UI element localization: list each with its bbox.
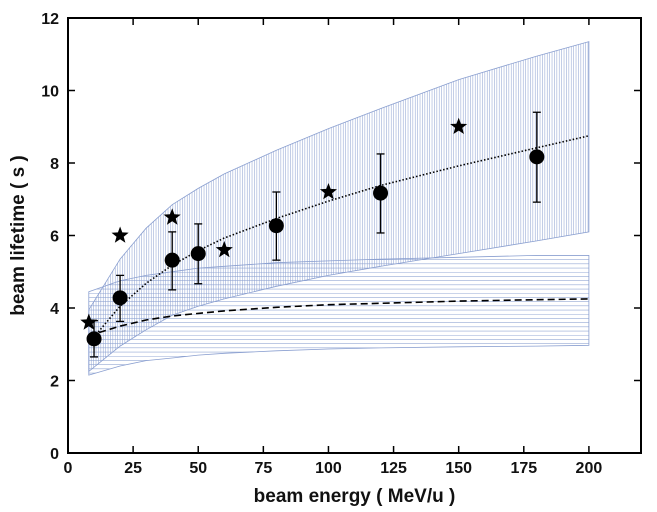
- x-tick-label: 150: [445, 460, 472, 477]
- star-data-point: [111, 226, 129, 243]
- x-axis-title: beam energy ( MeV/u ): [254, 486, 456, 507]
- circle-data-point: [86, 331, 102, 347]
- circle-data-point: [112, 290, 128, 306]
- y-tick-label: 8: [50, 156, 59, 173]
- circle-data-point: [164, 252, 180, 268]
- star-data-point: [319, 183, 337, 200]
- x-tick-label: 0: [64, 460, 73, 477]
- y-tick-label: 10: [41, 84, 59, 101]
- y-tick-label: 6: [50, 229, 59, 246]
- circle-data-point: [529, 149, 545, 165]
- star-data-point: [215, 241, 233, 258]
- axis-ticks: 0 25 50 75 100 125 150 175 200 0 2 4 6 8 10 12: [41, 11, 641, 477]
- x-tick-label: 125: [380, 460, 407, 477]
- dashed-fit-curve: [88, 298, 589, 338]
- x-tick-label: 175: [510, 460, 537, 477]
- model-curves: [88, 135, 590, 343]
- y-axis-title: beam lifetime ( s ): [8, 155, 29, 316]
- star-data-point: [450, 117, 468, 134]
- y-tick-label: 0: [50, 446, 59, 463]
- x-tick-label: 75: [254, 460, 272, 477]
- y-tick-label: 12: [41, 11, 59, 28]
- x-tick-label: 25: [124, 460, 142, 477]
- circle-data-point: [190, 246, 206, 262]
- band-outline: [88, 41, 590, 373]
- x-tick-label: 200: [576, 460, 603, 477]
- x-tick-label: 50: [189, 460, 207, 477]
- x-tick-label: 100: [315, 460, 342, 477]
- circle-data-point: [268, 218, 284, 234]
- y-tick-label: 4: [50, 301, 59, 318]
- y-tick-label: 2: [50, 374, 59, 391]
- star-data-point: [80, 313, 98, 330]
- star-data-point: [163, 208, 181, 225]
- circle-data-point: [373, 185, 389, 201]
- data-markers: [80, 111, 545, 358]
